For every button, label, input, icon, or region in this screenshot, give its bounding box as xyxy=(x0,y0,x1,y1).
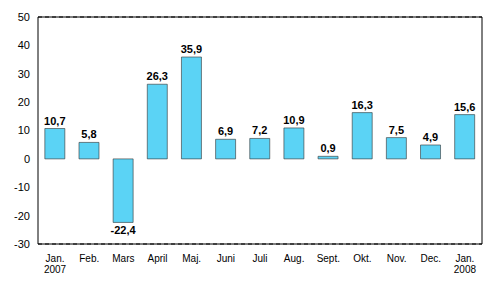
svg-text:Mars: Mars xyxy=(112,253,134,264)
svg-text:10,7: 10,7 xyxy=(44,115,65,127)
svg-text:Jan.2007: Jan.2007 xyxy=(44,253,67,275)
svg-text:40: 40 xyxy=(18,39,30,51)
svg-text:10,9: 10,9 xyxy=(283,114,304,126)
svg-text:Juli: Juli xyxy=(252,253,267,264)
svg-text:Feb.: Feb. xyxy=(79,253,99,264)
svg-text:20: 20 xyxy=(18,96,30,108)
svg-text:35,9: 35,9 xyxy=(181,43,202,55)
svg-text:Dec.: Dec. xyxy=(420,253,441,264)
svg-text:-22,4: -22,4 xyxy=(111,224,137,236)
svg-text:April: April xyxy=(148,253,168,264)
svg-text:-10: -10 xyxy=(14,181,30,193)
svg-text:50: 50 xyxy=(18,11,30,23)
svg-text:Okt.: Okt. xyxy=(353,253,371,264)
svg-text:6,9: 6,9 xyxy=(218,125,233,137)
svg-text:-30: -30 xyxy=(14,238,30,250)
svg-text:4,9: 4,9 xyxy=(423,131,438,143)
svg-text:5,8: 5,8 xyxy=(81,128,96,140)
svg-text:-20: -20 xyxy=(14,210,30,222)
svg-text:0,9: 0,9 xyxy=(320,142,335,154)
svg-text:7,5: 7,5 xyxy=(389,124,404,136)
svg-text:0: 0 xyxy=(24,153,30,165)
svg-text:7,2: 7,2 xyxy=(252,124,267,136)
svg-text:Nov.: Nov. xyxy=(387,253,407,264)
svg-text:30: 30 xyxy=(18,68,30,80)
svg-text:Maj.: Maj. xyxy=(182,253,201,264)
svg-text:Juni: Juni xyxy=(217,253,235,264)
svg-text:15,6: 15,6 xyxy=(454,101,475,113)
svg-text:10: 10 xyxy=(18,124,30,136)
svg-text:Aug.: Aug. xyxy=(284,253,305,264)
svg-text:16,3: 16,3 xyxy=(352,99,373,111)
svg-text:Jan.2008: Jan.2008 xyxy=(454,253,477,275)
svg-text:26,3: 26,3 xyxy=(147,70,168,82)
svg-text:Sept.: Sept. xyxy=(317,253,340,264)
